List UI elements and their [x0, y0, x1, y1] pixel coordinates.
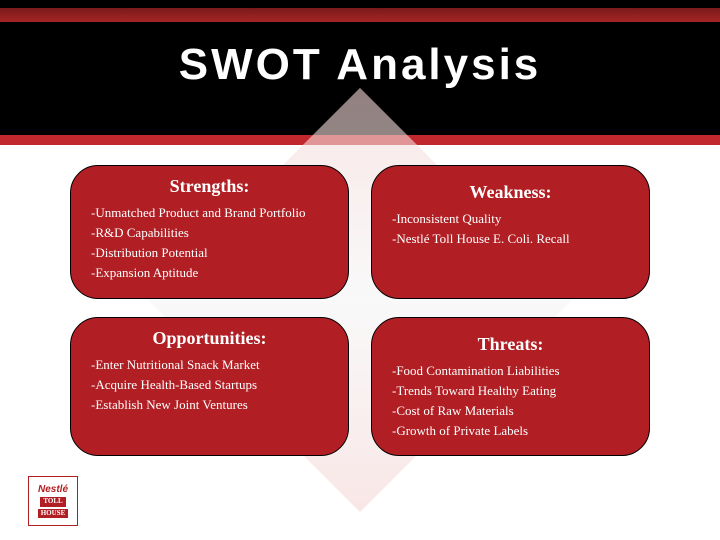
threats-title: Threats: — [392, 334, 629, 355]
weakness-title: Weakness: — [392, 182, 629, 203]
strengths-title: Strengths: — [91, 176, 328, 197]
weakness-list: -Inconsistent Quality -Nestlé Toll House… — [392, 209, 629, 249]
list-item: -Trends Toward Healthy Eating — [392, 381, 629, 401]
nestle-tollhouse-logo: Nestlé TOLL HOUSE — [28, 476, 78, 526]
threats-list: -Food Contamination Liabilities -Trends … — [392, 361, 629, 442]
quadrant-opportunities: Opportunities: -Enter Nutritional Snack … — [70, 317, 349, 457]
list-item: -Distribution Potential — [91, 243, 328, 263]
logo-line1: TOLL — [40, 497, 65, 507]
list-item: -Inconsistent Quality — [392, 209, 629, 229]
list-item: -Unmatched Product and Brand Portfolio — [91, 203, 328, 223]
list-item: -Cost of Raw Materials — [392, 401, 629, 421]
list-item: -R&D Capabilities — [91, 223, 328, 243]
list-item: -Growth of Private Labels — [392, 421, 629, 441]
list-item: -Nestlé Toll House E. Coli. Recall — [392, 229, 629, 249]
quadrant-strengths: Strengths: -Unmatched Product and Brand … — [70, 165, 349, 299]
page-title: SWOT Analysis — [0, 40, 720, 90]
list-item: -Enter Nutritional Snack Market — [91, 355, 328, 375]
opportunities-title: Opportunities: — [91, 328, 328, 349]
list-item: -Acquire Health-Based Startups — [91, 375, 328, 395]
opportunities-list: -Enter Nutritional Snack Market -Acquire… — [91, 355, 328, 415]
quadrant-weakness: Weakness: -Inconsistent Quality -Nestlé … — [371, 165, 650, 299]
quadrant-threats: Threats: -Food Contamination Liabilities… — [371, 317, 650, 457]
swot-grid: Strengths: -Unmatched Product and Brand … — [70, 165, 650, 456]
list-item: -Expansion Aptitude — [91, 263, 328, 283]
strengths-list: -Unmatched Product and Brand Portfolio -… — [91, 203, 328, 284]
list-item: -Establish New Joint Ventures — [91, 395, 328, 415]
logo-line2: HOUSE — [38, 509, 69, 519]
logo-brand: Nestlé — [38, 484, 68, 495]
list-item: -Food Contamination Liabilities — [392, 361, 629, 381]
